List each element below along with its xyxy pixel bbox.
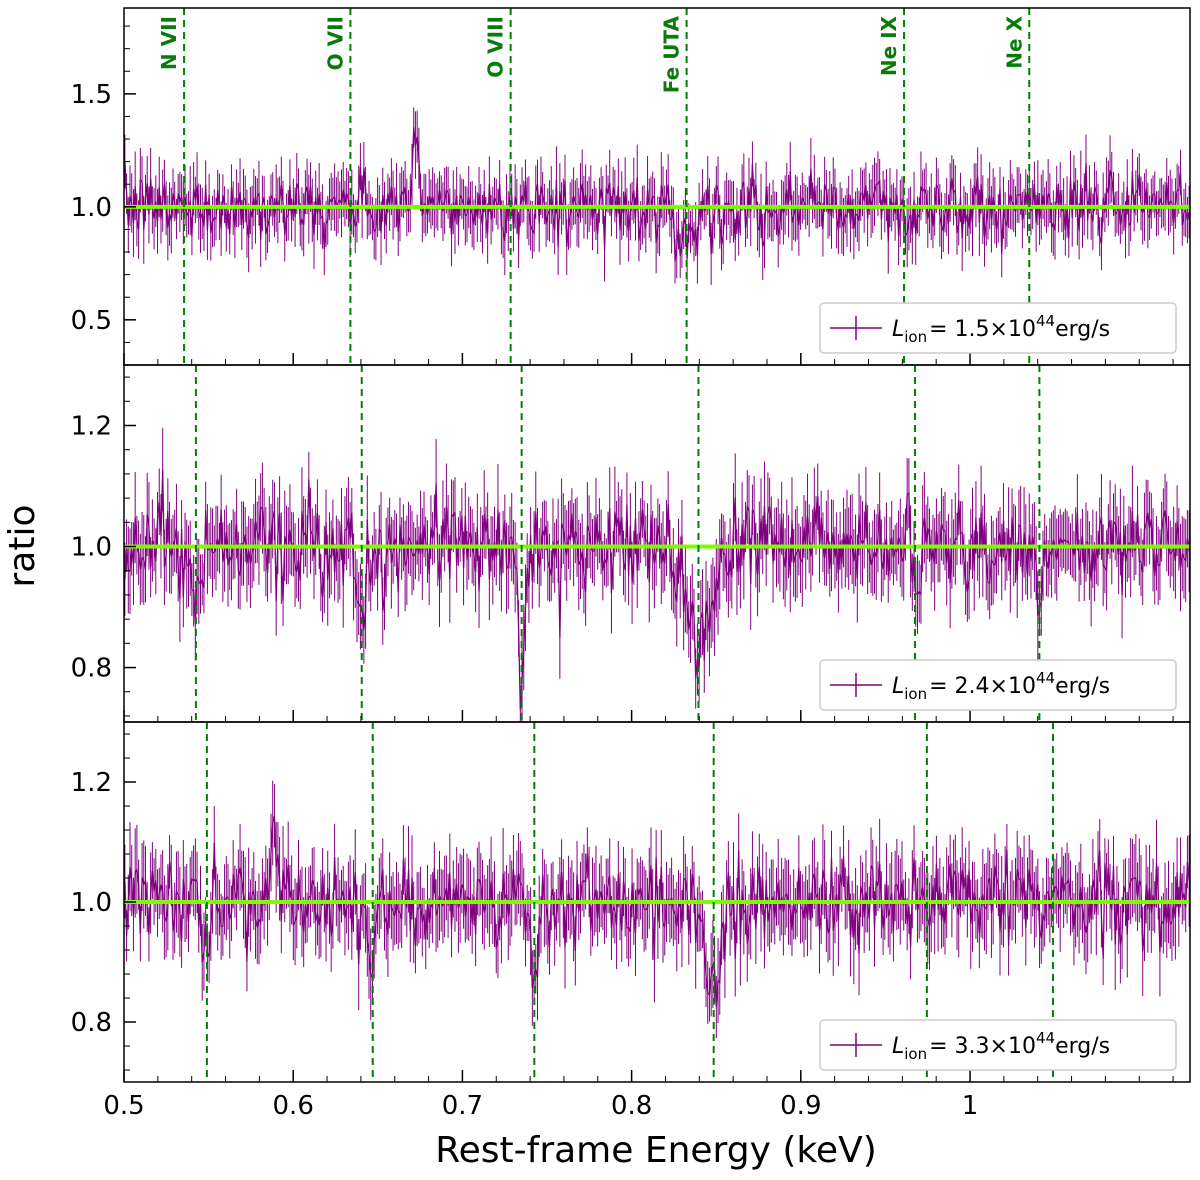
legend-symbol: L: [892, 1034, 904, 1059]
y-tick-label: 1.2: [71, 768, 112, 798]
y-tick-label: 0.8: [71, 654, 112, 684]
legend-value: = 2.4×10: [929, 674, 1036, 699]
line-label: Ne IX: [877, 15, 901, 76]
line-label: Ne X: [1002, 15, 1026, 68]
data-series-line: [124, 127, 1190, 262]
x-tick-label: 0.8: [611, 1091, 652, 1121]
legend-box: [819, 302, 1177, 354]
legend-exponent: 44: [1036, 312, 1055, 330]
legend-label: Lion= 1.5×1044erg/s: [892, 312, 1110, 346]
legend-exponent: 44: [1036, 1029, 1055, 1047]
y-tick-label: 0.8: [71, 1008, 112, 1038]
x-tick-label: 0.6: [273, 1091, 314, 1121]
legend-box: [819, 1019, 1177, 1071]
y-tick-label: 1.2: [71, 412, 112, 442]
legend-box: [819, 659, 1177, 711]
panels-layer: N VII O VII O VIII Fe UTA Ne IX Ne X 0.5 1.0 1.5…: [71, 7, 1191, 1083]
y-tick-label: 1.0: [71, 888, 112, 918]
y-axis-title: ratio: [2, 504, 43, 587]
legend-exponent: 44: [1036, 669, 1055, 687]
legend: Lion= 1.5×1044erg/s: [819, 302, 1177, 354]
x-axis-title: Rest-frame Energy (keV): [435, 1130, 877, 1171]
line-label: O VII: [323, 16, 347, 70]
legend-unit: erg/s: [1055, 1034, 1110, 1059]
line-label: Fe UTA: [660, 15, 684, 93]
panel-3: 0.8 1.0 1.2 Lion= 3.3×1044erg/s: [71, 721, 1191, 1083]
x-tick-label: 0.7: [442, 1091, 483, 1121]
legend-label: Lion= 2.4×1044erg/s: [892, 669, 1110, 703]
y-tick-label: 1.0: [71, 193, 112, 223]
x-tick-label: 0.5: [103, 1091, 144, 1121]
line-label: N VII: [157, 16, 181, 70]
panel-1: N VII O VII O VIII Fe UTA Ne IX Ne X 0.5 1.0 1.5…: [71, 7, 1191, 366]
legend: Lion= 2.4×1044erg/s: [819, 659, 1177, 711]
legend-value: = 3.3×10: [929, 1034, 1036, 1059]
legend-value: = 1.5×10: [929, 317, 1036, 342]
legend-subscript: ion: [904, 685, 927, 703]
line-label: O VIII: [484, 16, 508, 78]
y-tick-label: 1.5: [71, 80, 112, 110]
panel-2: 0.8 1.0 1.2 Lion= 2.4×1044erg/s: [71, 364, 1191, 723]
x-tick-label: 1: [962, 1091, 979, 1121]
y-tick-label: 0.5: [71, 306, 112, 336]
legend-unit: erg/s: [1055, 674, 1110, 699]
legend-label: Lion= 3.3×1044erg/s: [892, 1029, 1110, 1063]
panel-plot-area: [124, 428, 1190, 722]
legend-subscript: ion: [904, 1045, 927, 1063]
legend-symbol: L: [892, 674, 904, 699]
legend: Lion= 3.3×1044erg/s: [819, 1019, 1177, 1071]
x-tick-labels: 0.5 0.6 0.7 0.8 0.9 1: [103, 1091, 978, 1121]
legend-symbol: L: [892, 317, 904, 342]
y-tick-label: 1.0: [71, 533, 112, 563]
x-tick-label: 0.9: [780, 1091, 821, 1121]
panel-plot-area: [124, 780, 1190, 1039]
legend-unit: erg/s: [1055, 317, 1110, 342]
legend-subscript: ion: [904, 328, 927, 346]
data-series-line: [124, 469, 1190, 710]
